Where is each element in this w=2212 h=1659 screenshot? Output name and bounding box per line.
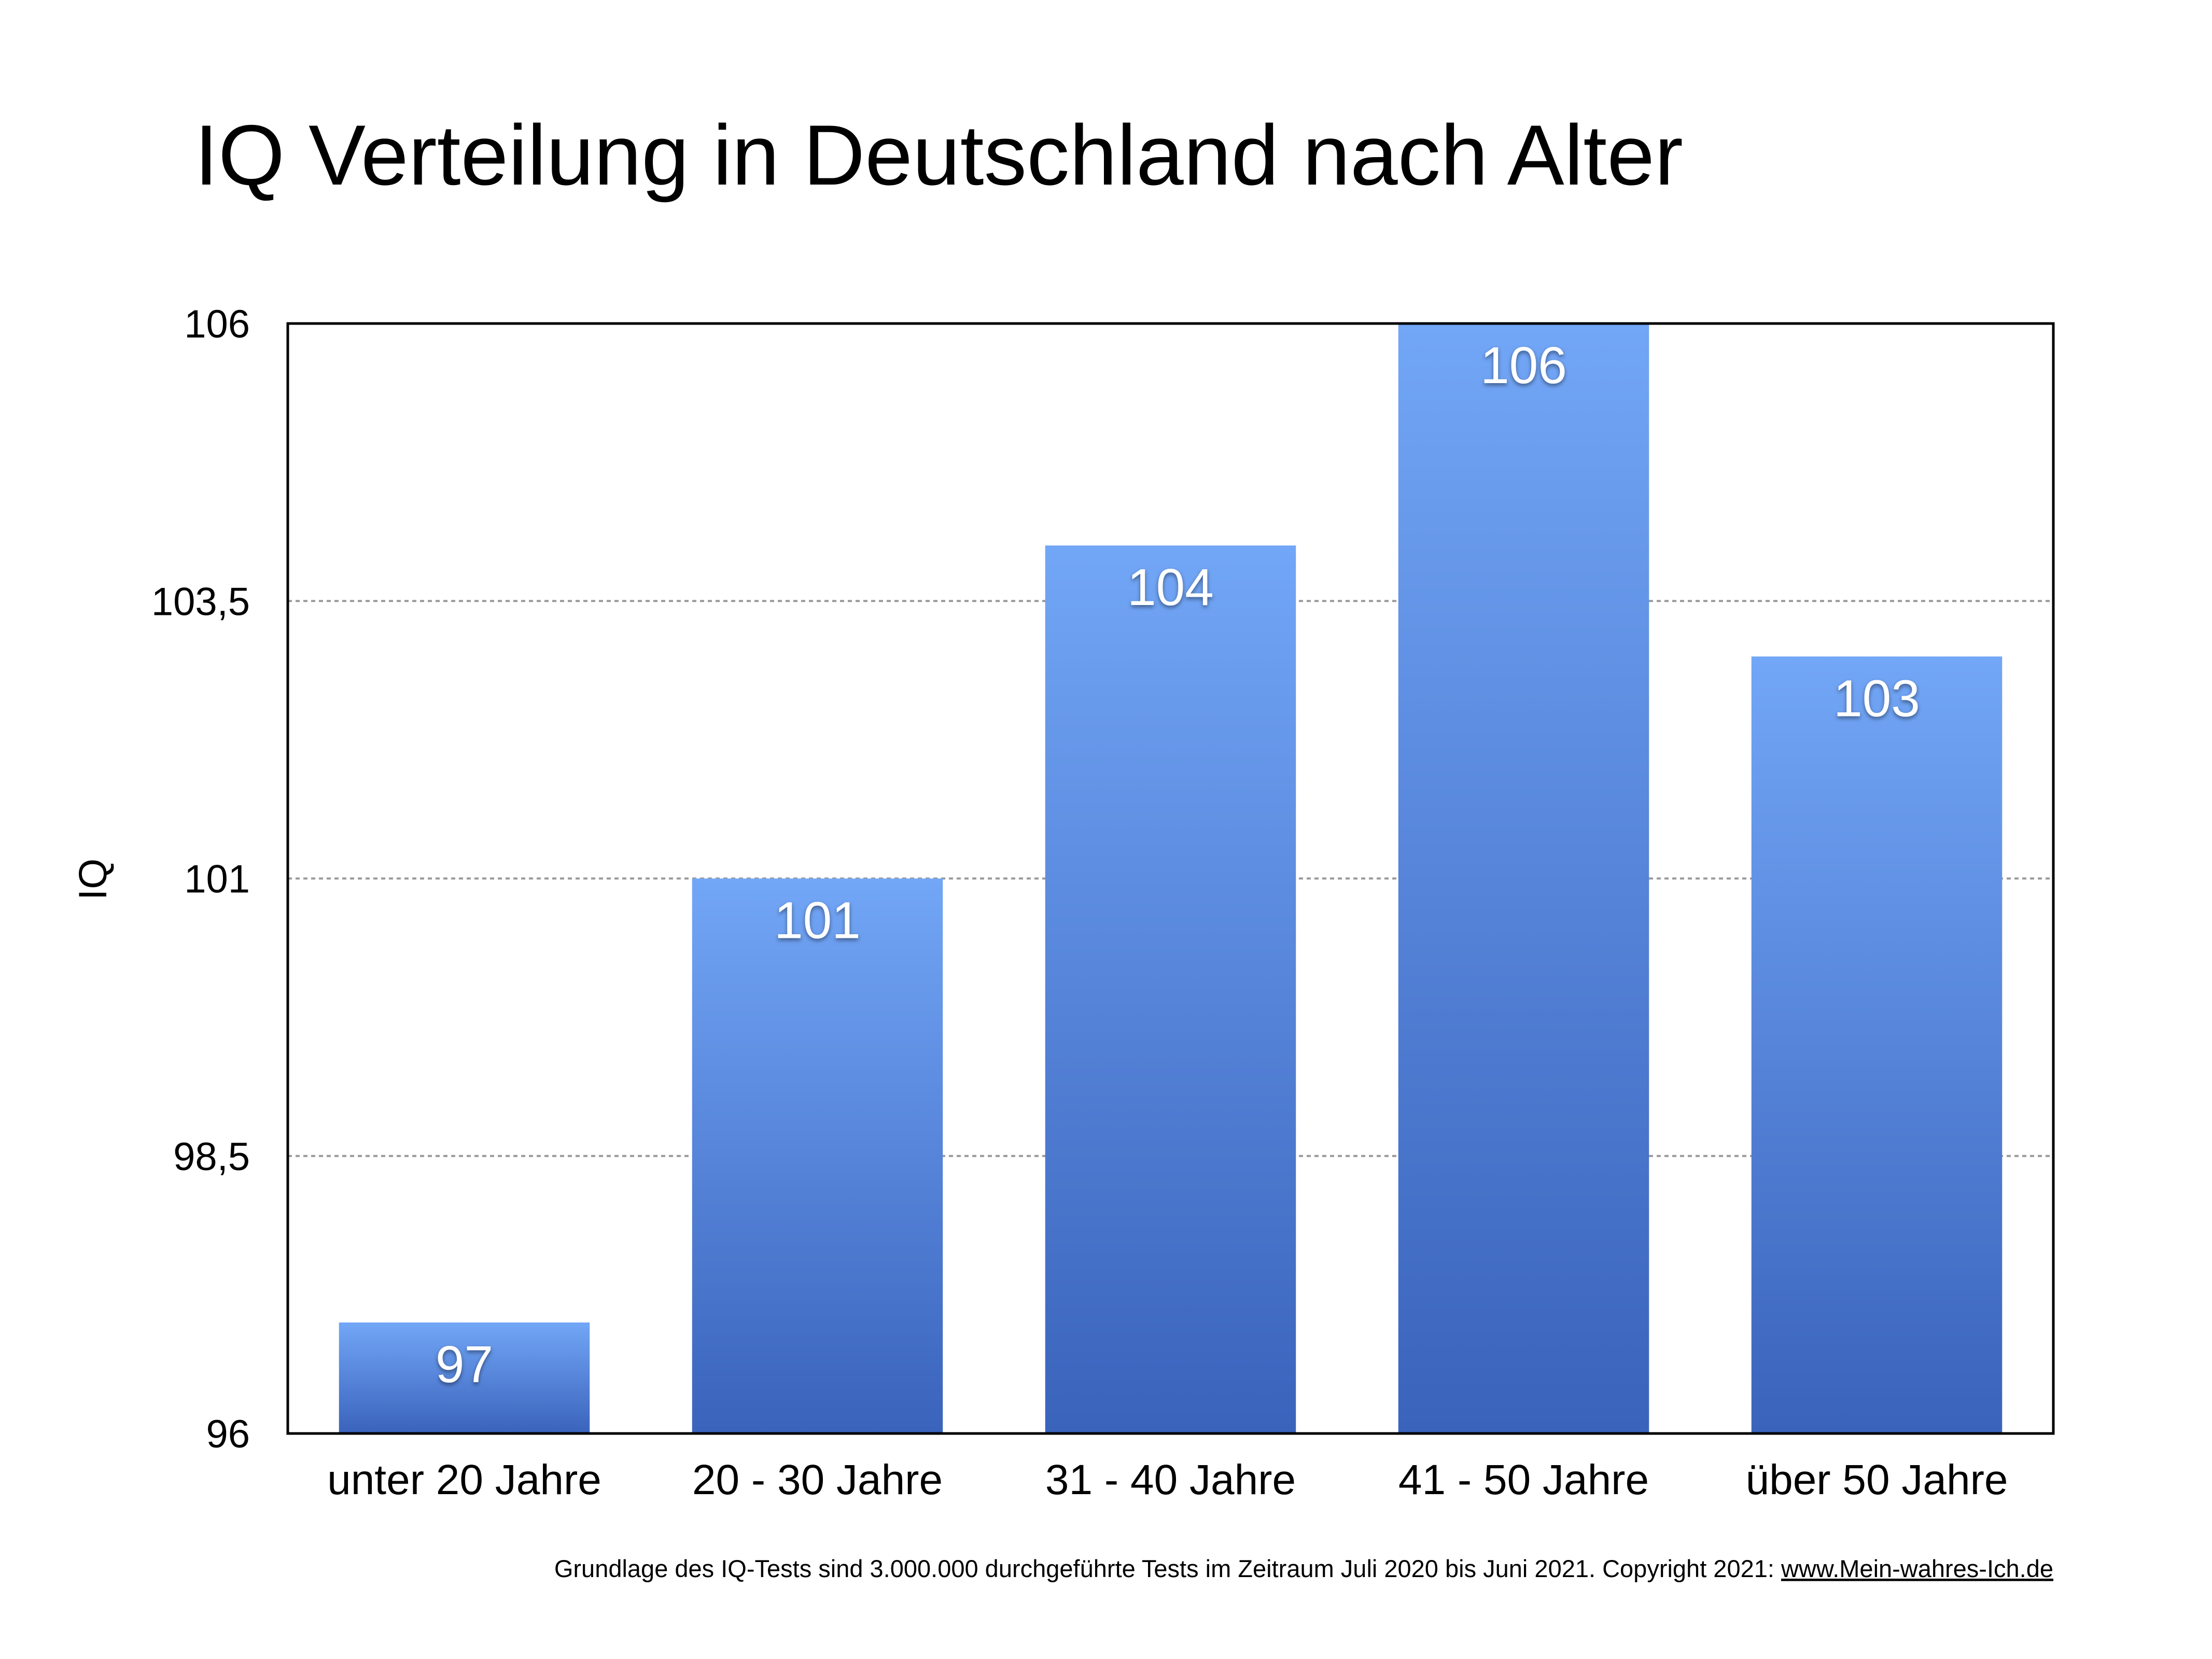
x-tick-label: 41 - 50 Jahre [1398,1456,1649,1503]
bar [1398,324,1649,1433]
bar [339,1322,590,1433]
y-tick-label: 98,5 [173,1135,250,1179]
bar [1045,545,1296,1433]
y-tick-label: 103,5 [151,580,250,624]
footer-note: Grundlage des IQ-Tests sind 3.000.000 du… [554,1555,2053,1582]
y-tick-label: 101 [184,857,250,902]
x-tick-label: über 50 Jahre [1745,1456,2008,1503]
footer-link[interactable]: www.Mein-wahres-Ich.de [1781,1555,2053,1582]
y-tick-label: 106 [184,302,250,346]
x-tick-label: 20 - 30 Jahre [692,1456,943,1503]
bar-value-label: 101 [774,892,861,950]
x-tick-label: 31 - 40 Jahre [1045,1456,1296,1503]
y-tick-label: 96 [206,1412,250,1456]
plot-frame [286,322,2055,1435]
footer-text: Grundlage des IQ-Tests sind 3.000.000 du… [554,1555,1781,1582]
bar-value-label: 97 [436,1335,493,1394]
bar [1751,656,2003,1433]
bar-value-label: 104 [1127,558,1214,616]
chart-title: IQ Verteilung in Deutschland nach Alter [194,107,1683,203]
x-tick-label: unter 20 Jahre [327,1456,601,1503]
bar-value-label: 106 [1480,336,1567,395]
y-axis-label: IQ [71,859,115,900]
bar [692,878,943,1433]
bar-value-label: 103 [1833,669,1920,727]
